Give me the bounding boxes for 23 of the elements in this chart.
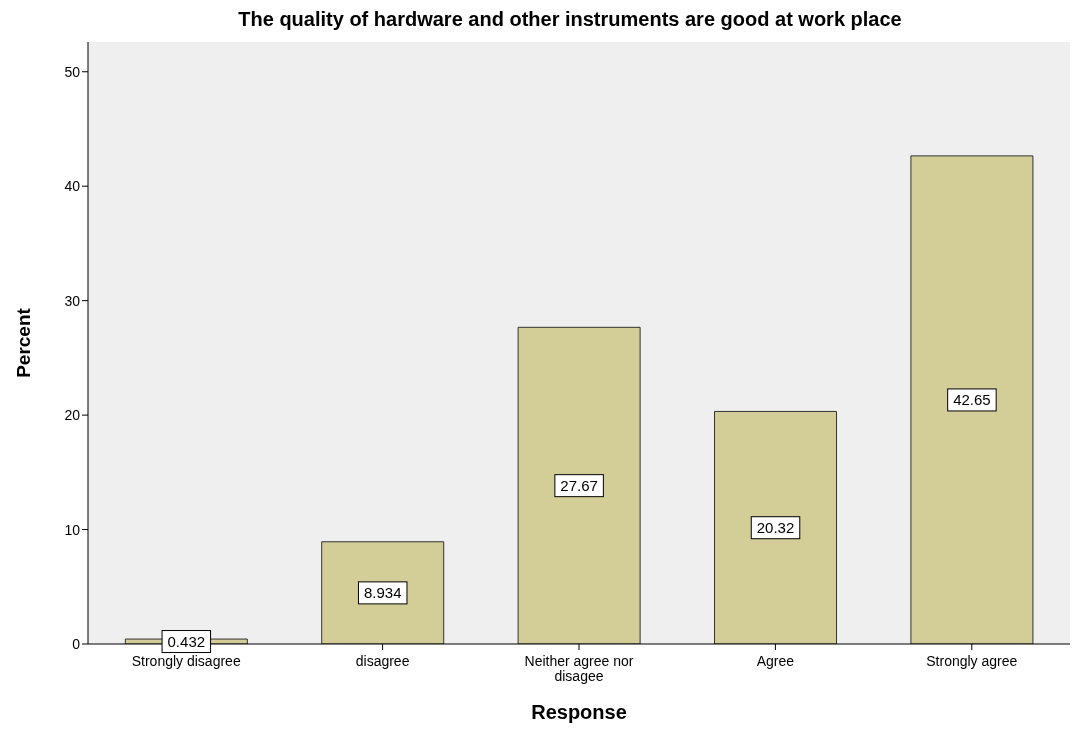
data-label: 20.32 [756, 518, 795, 536]
y-tick-label: 40 [64, 178, 81, 195]
data-label: 27.67 [560, 476, 598, 494]
x-tick-label: Strongly agree [926, 653, 1018, 669]
y-tick-label: 50 [64, 63, 81, 80]
x-tick-label: Agree [756, 653, 795, 669]
x-tick-label: disagree [355, 653, 410, 669]
data-label: 8.934 [363, 583, 402, 601]
chart-title: The quality of hardware and other instruments are good at work place [237, 8, 903, 32]
data-label: 0.432 [167, 632, 206, 650]
y-axis-title: Percent [12, 307, 34, 378]
bar [321, 541, 445, 644]
x-tick-label: Neither agree nor disagee [524, 653, 634, 684]
y-tick-label: 20 [64, 407, 81, 424]
y-tick-label: 0 [72, 635, 81, 652]
x-tick-label: Strongly disagree [131, 653, 241, 669]
y-tick-label: 30 [64, 292, 81, 309]
y-tick-label: 10 [64, 521, 81, 538]
bar [714, 410, 838, 644]
bar [517, 326, 641, 644]
x-axis-title: Response [531, 701, 627, 723]
data-label: 42.65 [953, 390, 991, 408]
bar [910, 155, 1034, 644]
